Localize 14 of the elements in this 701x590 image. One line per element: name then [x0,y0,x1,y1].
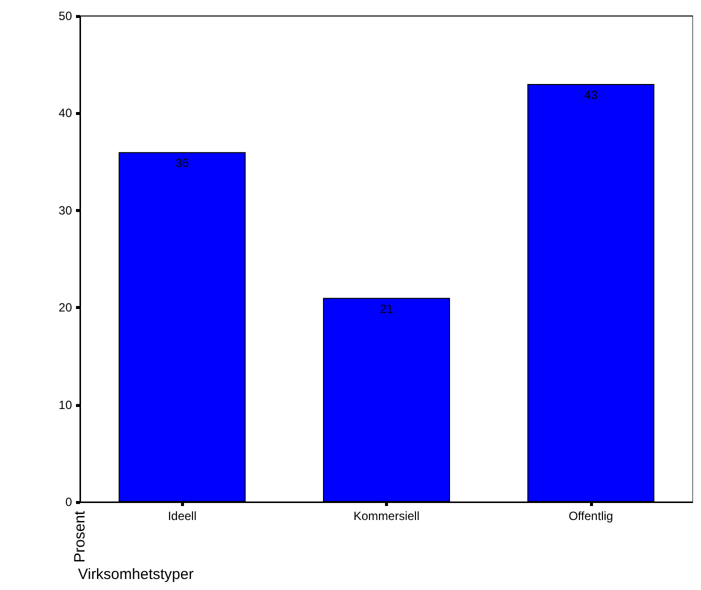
y-axis-title: Prosent [72,510,88,563]
data-label: 43 [584,88,598,102]
y-tick-label: 20 [58,300,72,315]
y-tick-label: 30 [58,203,72,218]
y-tick-label: 10 [58,398,72,412]
data-label: 36 [175,156,190,170]
data-label: 21 [380,302,394,316]
x-axis-title: Virksomhetstyper [78,566,194,583]
y-tick-label: 40 [58,106,72,120]
x-tick-label: Kommersiell [353,509,420,523]
y-tick-label: 0 [65,495,72,509]
x-tick-label: Ideell [168,509,197,523]
x-tick-label: Offentlig [568,509,614,523]
y-tick-label: 50 [58,9,72,23]
